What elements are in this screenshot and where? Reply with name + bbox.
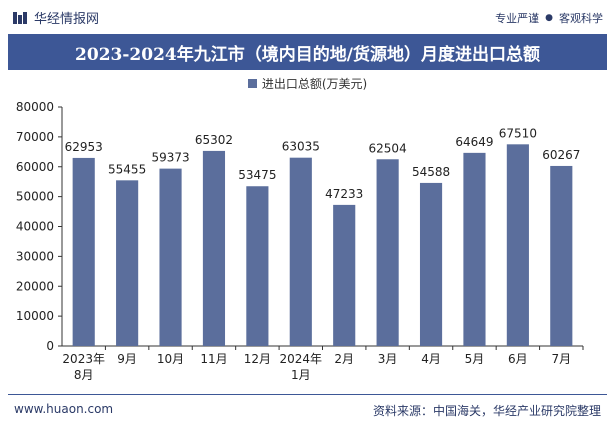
legend: 进出口总额(万美元) [0, 75, 615, 92]
bar [376, 159, 399, 346]
data-label: 60267 [542, 148, 580, 162]
data-label: 59373 [151, 151, 189, 165]
data-label: 62504 [369, 141, 407, 155]
x-tick-label: 2023年 [62, 352, 105, 366]
footer-divider [8, 394, 607, 395]
brand: 华经情报网 [12, 8, 99, 27]
x-tick-label: 11月 [200, 352, 227, 366]
tagline-right: 客观科学 [559, 12, 603, 25]
x-tick-label: 7月 [551, 352, 571, 366]
bar [506, 144, 529, 346]
x-tick-label: 4月 [421, 352, 441, 366]
bar [419, 182, 443, 346]
tagline-left: 专业严谨 [495, 12, 540, 25]
bar [202, 150, 226, 346]
footer-website: www.huaon.com [14, 402, 114, 416]
y-tick-label: 80000 [16, 100, 54, 114]
x-tick-label: 12月 [244, 352, 271, 366]
y-tick-label: 70000 [16, 130, 54, 144]
tagline: 专业严谨 ● 客观科学 [495, 10, 603, 26]
x-tick-label: 3月 [378, 352, 398, 366]
x-tick-label: 5月 [465, 352, 485, 366]
legend-swatch [247, 79, 257, 88]
x-tick-label: 9月 [117, 352, 137, 366]
top-bar: 华经情报网 专业严谨 ● 客观科学 [0, 0, 615, 34]
chart-title: 2023-2024年九江市（境内目的地/货源地）月度进出口总额 [75, 44, 540, 65]
data-label: 54588 [412, 165, 450, 179]
footer-source: 资料来源：中国海关，华经产业研究院整理 [372, 404, 601, 418]
y-tick-label: 0 [46, 339, 54, 353]
data-label: 47233 [325, 187, 363, 201]
bar [72, 157, 95, 346]
x-tick-label: 8月 [74, 368, 94, 382]
bar [246, 186, 269, 346]
data-label: 53475 [238, 168, 276, 182]
brand-name: 华经情报网 [34, 12, 100, 27]
bar [159, 168, 182, 346]
y-tick-label: 50000 [16, 190, 54, 204]
y-tick-label: 40000 [16, 220, 54, 234]
data-label: 67510 [499, 126, 537, 140]
bar [550, 165, 573, 346]
y-tick-label: 60000 [16, 160, 54, 174]
bar [116, 180, 139, 346]
y-tick-label: 10000 [16, 309, 54, 323]
data-label: 62953 [65, 140, 103, 154]
legend-label: 进出口总额(万美元) [261, 77, 368, 91]
bar [463, 152, 486, 346]
x-tick-label: 1月 [291, 368, 311, 382]
x-tick-label: 2月 [334, 352, 354, 366]
data-label: 65302 [195, 133, 233, 147]
x-tick-label: 6月 [508, 352, 528, 366]
bar [333, 204, 356, 346]
x-tick-label: 10月 [157, 352, 184, 366]
x-tick-label: 2024年 [280, 352, 323, 366]
y-tick-label: 30000 [16, 249, 54, 263]
bar [289, 157, 312, 346]
data-label: 64649 [455, 135, 493, 149]
data-label: 55455 [108, 162, 146, 176]
y-tick-label: 20000 [16, 279, 54, 293]
logo-icon [13, 11, 27, 24]
title-bar: 2023-2024年九江市（境内目的地/货源地）月度进出口总额 [8, 34, 607, 70]
data-label: 63035 [282, 140, 320, 154]
dot-icon: ● [545, 13, 553, 23]
